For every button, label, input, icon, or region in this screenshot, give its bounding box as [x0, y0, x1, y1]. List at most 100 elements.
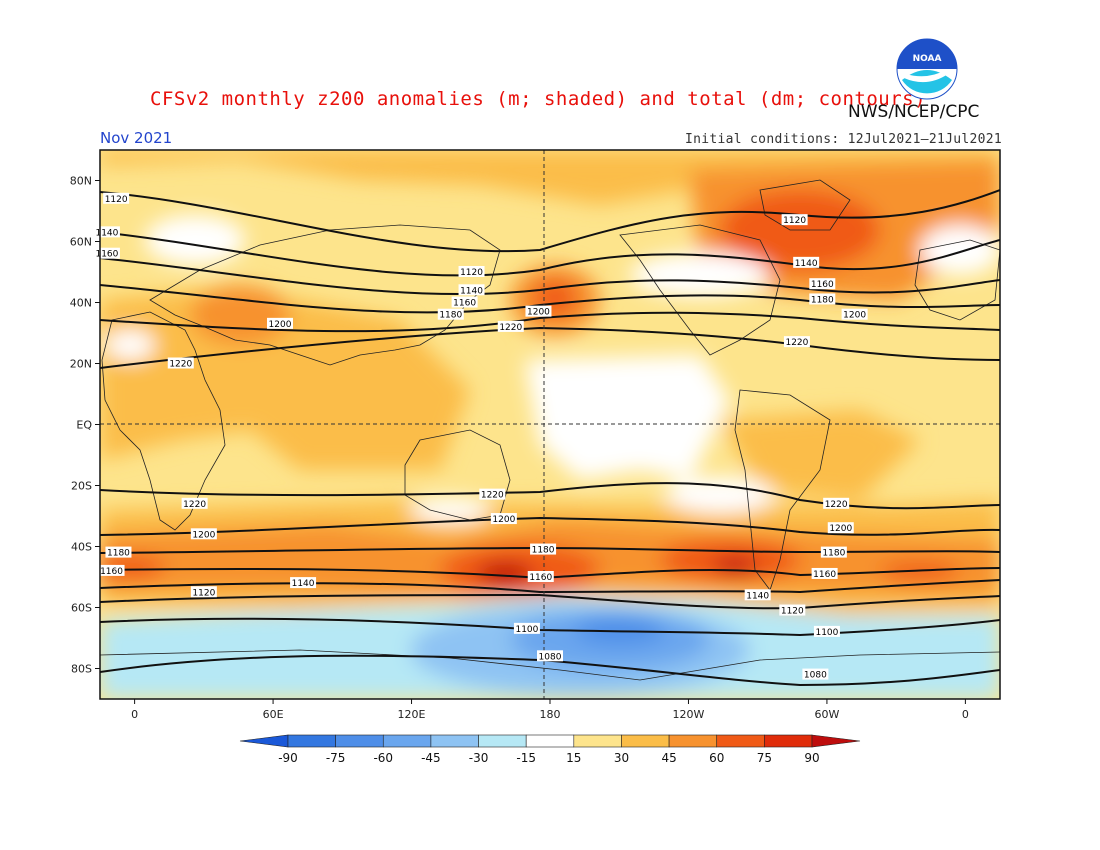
- greenland-outline: [759, 179, 851, 231]
- contour-label-bg: [93, 226, 120, 238]
- colorbar-tick-label: -15: [516, 751, 536, 765]
- contour-label-bg: [451, 296, 478, 308]
- australia-outline: [404, 429, 511, 521]
- contour-1120-north: [100, 189, 1000, 253]
- longitude-axis: 0 60E 120E 180 120W 60W 0: [131, 699, 969, 721]
- contour-1140-north: [100, 231, 1000, 277]
- valid-month-label: Nov 2021: [100, 129, 173, 147]
- contour-label: 1080: [539, 652, 562, 662]
- contour-label: 1220: [499, 323, 522, 333]
- contour-label-bg: [267, 317, 293, 329]
- colorbar-tick-label: 30: [614, 751, 629, 765]
- lat-tick-label: 60N: [70, 236, 92, 249]
- africa-neutral: [105, 330, 155, 360]
- contour-label-bg: [841, 308, 868, 320]
- antarctic-low-core: [575, 616, 665, 644]
- coastlines: [100, 179, 1000, 681]
- colorbar-tick-label: -60: [373, 751, 393, 765]
- new-zealand-core: [477, 562, 533, 586]
- contour-label: 1160: [813, 570, 836, 580]
- lat-tick-label: 20S: [71, 480, 92, 493]
- contour-label-bg: [823, 497, 850, 509]
- lat-tick-label: 80N: [70, 175, 92, 188]
- noaa-logo-icon: NOAA: [896, 38, 958, 100]
- contour-label: 1180: [439, 311, 462, 321]
- contour-label-bg: [809, 278, 836, 290]
- north-pacific-neutral: [630, 253, 770, 297]
- colorbar-swatch: [430, 734, 479, 748]
- agency-label: NWS/NCEP/CPC: [848, 102, 980, 122]
- contour-label: 1160: [100, 567, 123, 577]
- contour-label-bg: [458, 284, 485, 296]
- noaa-logo-text: NOAA: [913, 54, 942, 64]
- lat-tick-label: 40N: [70, 297, 92, 310]
- south-america-neutral: [665, 477, 775, 513]
- contour-label: 1200: [492, 515, 515, 525]
- colorbar-swatch: [764, 734, 813, 748]
- contour-label: 1200: [829, 524, 852, 534]
- contour-1100-south: [100, 617, 1000, 637]
- latitude-axis: 80N 60N 40N 20N EQ 20S 40S 60S 80S: [70, 175, 100, 676]
- contour-1180-north: [100, 284, 1000, 314]
- contour-label-bg: [783, 336, 810, 348]
- colorbar-tick-label: 15: [566, 751, 581, 765]
- contour-1220-south: [100, 482, 1000, 510]
- contour-label: 1140: [95, 228, 118, 238]
- contour-label: 1220: [183, 500, 206, 510]
- contour-label-bg: [827, 522, 854, 534]
- contour-label-bg: [437, 308, 464, 320]
- contour-label-bg: [537, 650, 563, 662]
- contour-label: 1100: [515, 625, 538, 635]
- contour-label: 1180: [532, 546, 555, 556]
- colorbar-tick-label: -90: [278, 751, 298, 765]
- contour-label: 1160: [95, 250, 118, 260]
- contour-label-bg: [167, 357, 194, 369]
- contour-label: 1120: [783, 216, 806, 226]
- colorbar-swatch: [573, 734, 622, 748]
- antarctica-outline: [100, 649, 1000, 681]
- lon-tick-label: 120E: [398, 708, 426, 721]
- colorbar-swatch: [382, 734, 432, 748]
- colorbar-swatch: [668, 734, 718, 748]
- initial-conditions-label: Initial conditions: 12Jul2021–21Jul2021: [685, 132, 1002, 147]
- lon-tick-label: 0: [962, 708, 969, 721]
- contour-label: 1080: [804, 671, 827, 681]
- colorbar-swatch: [287, 734, 336, 748]
- contour-label-bg: [190, 586, 217, 598]
- contour-label: 1180: [811, 295, 834, 305]
- lat-tick-label: 60S: [71, 602, 92, 615]
- map-title: CFSv2 monthly z200 anomalies (m; shaded)…: [150, 88, 927, 110]
- lat-tick-label: 20N: [70, 358, 92, 371]
- contour-1140-south: [100, 579, 1000, 594]
- lon-tick-label: 180: [540, 708, 561, 721]
- contour-label-bg: [820, 546, 847, 558]
- contour-label-bg: [779, 604, 806, 616]
- colorbar-swatch: [335, 734, 384, 748]
- contour-label-bg: [513, 622, 540, 634]
- contour-label-bg: [490, 513, 517, 525]
- contour-label-bg: [793, 256, 820, 268]
- south-america-outline: [734, 389, 831, 591]
- contour-label: 1200: [843, 311, 866, 321]
- contour-label: 1220: [481, 491, 504, 501]
- contour-label-bg: [781, 214, 808, 226]
- contour-label: 1100: [815, 628, 838, 638]
- southeast-pacific-core: [713, 557, 757, 575]
- contour-label-bg: [527, 571, 554, 582]
- contour-label-bg: [105, 546, 132, 558]
- colorbar-tick-label: -45: [421, 751, 441, 765]
- colorbar-swatch: [478, 734, 527, 748]
- colorbar-tick-label: 60: [709, 751, 724, 765]
- contour-1080-south: [100, 654, 1000, 687]
- contour-label: 1120: [781, 607, 804, 617]
- contour-label: 1220: [785, 338, 808, 348]
- contour-label: 1200: [192, 530, 215, 540]
- lat-tick-label: EQ: [76, 419, 92, 432]
- contour-label: 1120: [460, 268, 483, 278]
- contour-label-bg: [103, 192, 130, 204]
- contour-label-bg: [479, 488, 506, 500]
- contour-1220-north: [100, 326, 1000, 369]
- australia-neutral: [410, 498, 490, 522]
- south-america-positive: [720, 410, 920, 500]
